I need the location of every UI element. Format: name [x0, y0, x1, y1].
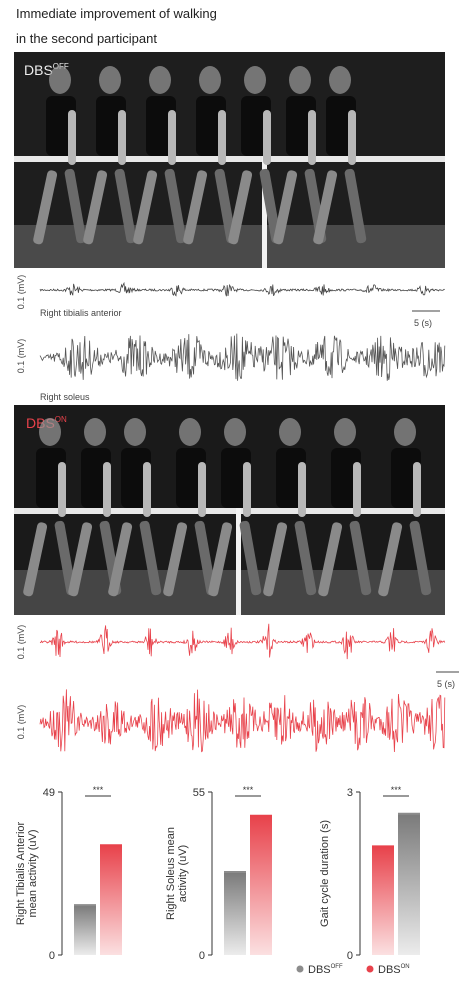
bar	[372, 846, 394, 955]
figure-head	[244, 66, 266, 94]
legend-name: DBS	[308, 964, 331, 976]
scale-label: 0.1 (mV)	[16, 339, 26, 374]
figure-head	[84, 418, 106, 446]
figure-arm	[413, 462, 421, 517]
figure-arm	[348, 110, 356, 165]
legend-label: DBSON	[378, 964, 410, 976]
y-axis-label: activity (uV)	[177, 845, 189, 902]
emg-trace	[40, 689, 445, 752]
figure-head	[394, 418, 416, 446]
figure-arm	[168, 110, 176, 165]
bar	[74, 905, 96, 955]
figure-arm	[308, 110, 316, 165]
figure-arm	[298, 462, 306, 517]
figure-arm	[118, 110, 126, 165]
scale-label: 0.1 (mV)	[16, 625, 26, 660]
legend-sup: OFF	[331, 964, 343, 970]
figure-head	[329, 66, 351, 94]
y-axis-label: Gait cycle duration (s)	[319, 820, 331, 927]
title-line: in the second participant	[16, 31, 157, 46]
figure-head	[199, 66, 221, 94]
y-tick-label: 0	[199, 950, 205, 962]
figure-arm	[103, 462, 111, 517]
figure-head	[334, 418, 356, 446]
y-tick-label: 0	[347, 950, 353, 962]
figure-arm	[68, 110, 76, 165]
figure-arm	[263, 110, 271, 165]
y-tick-label: 55	[193, 787, 205, 799]
figure-head	[289, 66, 311, 94]
figure-head	[99, 66, 121, 94]
bar	[100, 845, 122, 955]
y-axis-label: Right Tibialis Anterior	[15, 822, 27, 926]
y-axis-label: Right Soleus mean	[165, 827, 177, 920]
figure-head	[124, 418, 146, 446]
figure-arm	[58, 462, 66, 517]
figure-arm	[353, 462, 361, 517]
trace-label: Right tibialis anterior	[40, 308, 122, 318]
legend-marker	[297, 966, 304, 973]
page: { "header": {"title_lines": ["Immediate …	[0, 0, 459, 981]
figure-head	[224, 418, 246, 446]
figure-arm	[198, 462, 206, 517]
legend-sup: ON	[401, 964, 410, 970]
bar	[250, 816, 272, 955]
emg-trace	[40, 283, 445, 296]
bar	[398, 814, 420, 955]
scale-label: 5 (s)	[437, 679, 455, 689]
significance-label: ***	[243, 785, 254, 795]
figure-arm	[143, 462, 151, 517]
significance-label: ***	[93, 785, 104, 795]
y-tick-label: 3	[347, 787, 353, 799]
bar	[224, 872, 246, 955]
legend-label: DBSOFF	[308, 964, 343, 976]
legend-name: DBS	[378, 964, 401, 976]
figure-head	[279, 418, 301, 446]
scale-label: 0.1 (mV)	[16, 275, 26, 310]
figure-head	[149, 66, 171, 94]
figure-head	[179, 418, 201, 446]
y-tick-label: 0	[49, 950, 55, 962]
figure-head	[39, 418, 61, 446]
y-axis-label: mean activity (uV)	[27, 829, 39, 917]
significance-label: ***	[391, 785, 402, 795]
title-line: Immediate improvement of walking	[16, 6, 217, 21]
legend-marker	[367, 966, 374, 973]
figure: Immediate improvement of walking in the …	[0, 0, 459, 981]
emg-trace	[40, 624, 445, 659]
emg-trace	[40, 334, 445, 381]
figure-arm	[218, 110, 226, 165]
figure-arm	[243, 462, 251, 517]
y-tick-label: 49	[43, 787, 55, 799]
scale-label: 0.1 (mV)	[16, 705, 26, 740]
scale-label: 5 (s)	[414, 318, 432, 328]
figure-head	[49, 66, 71, 94]
trace-label: Right soleus	[40, 392, 90, 402]
